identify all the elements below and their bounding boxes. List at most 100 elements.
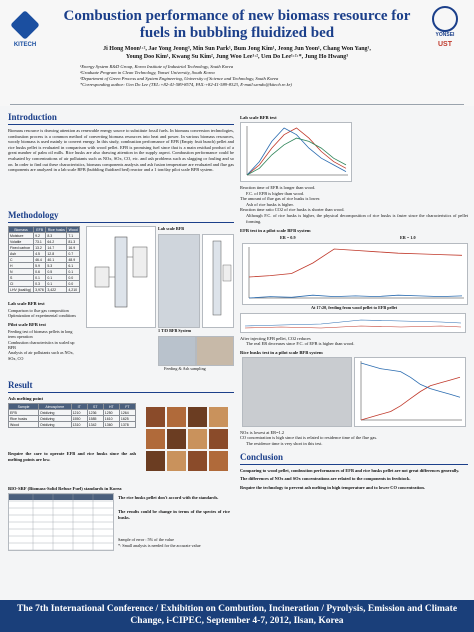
rice-photo xyxy=(242,356,352,427)
ash-photo xyxy=(146,429,165,449)
left-column: Introduction Biomass resource is drawing… xyxy=(7,112,234,553)
ash-table-cell: 1378 xyxy=(118,421,137,428)
ash-table-cell: Wood xyxy=(8,421,39,428)
ash-heading: Ash melting point xyxy=(8,396,43,401)
conclusion-bullet-0: Comparing to wood pellet, combustion per… xyxy=(240,467,460,473)
er-label-1: ER = 0.9 xyxy=(280,235,296,241)
lab-bullet-4: Reaction time ratio CO2 of rice husks is… xyxy=(240,207,345,213)
lab-bullet-0: Reaction time of EFB is longer than wood… xyxy=(240,185,316,190)
efb-caption: At 17:20, feeding from wood pellet to EF… xyxy=(310,305,398,311)
series-line-1 xyxy=(360,362,461,398)
er-label-2: ER = 1.0 xyxy=(400,235,416,241)
bio-srf-table xyxy=(8,493,114,551)
footer-line-1: The 7th International Conference / Exhib… xyxy=(16,604,458,614)
conclusion-heading: Conclusion xyxy=(240,451,284,462)
rice-bullet-2: The residence time is very short in this… xyxy=(246,440,323,446)
series-line-0 xyxy=(360,376,461,421)
rice-bullets: NOx is lowest at ER=1.2 CO concentration… xyxy=(240,430,468,447)
ash-photo xyxy=(209,429,228,449)
lab-scale-schematic-drawing xyxy=(94,236,148,308)
method-note-3: Pilot scale BFB test xyxy=(8,321,46,327)
bio-srf-table-grid xyxy=(9,493,113,551)
method-note-1: Comparison to flue gas composition xyxy=(8,308,69,313)
bio-srf-footnote-2: *: Small analysis is needed for the accu… xyxy=(118,543,201,548)
fuel-analysis-table: Biomass EFB Rice husks Wood Moisture 9.2 8.3 7… xyxy=(7,226,80,293)
affiliations: ¹Energy System R&D Group, Korea Institut… xyxy=(80,64,400,88)
pilot-photo-2 xyxy=(196,336,234,366)
bio-srf-note-2: The results could be change in terms of … xyxy=(118,509,230,520)
pilot-schematic xyxy=(202,234,234,328)
efb-chart xyxy=(242,243,468,306)
ash-photo xyxy=(188,407,207,427)
ash-photo-grid xyxy=(142,403,232,475)
yonsei-label: YONSEI xyxy=(435,32,455,38)
header: KITECH Combustion performance of new bio… xyxy=(0,0,474,106)
intro-text: Biomass resource is drawing attention as… xyxy=(8,128,234,173)
fuel-table-cell: 4,210 xyxy=(66,286,80,293)
method-notes: Lab scale BFB test Comparison to flue ga… xyxy=(8,298,80,361)
ash-photo-grid-svg xyxy=(146,407,228,471)
footer-line-2: Change, i-CIPEC, September 4-7, 2012, Il… xyxy=(130,616,344,626)
series-line-0 xyxy=(248,248,463,278)
ash-note: Require the care to operate EFB and rice… xyxy=(8,451,136,462)
ash-table-cell: 1310 xyxy=(70,421,88,428)
rice-bullet-0: NOx is lowest at ER=1.2 xyxy=(240,429,285,435)
series-line-0 xyxy=(246,127,347,176)
lab-bullet-2: The amount of flue gas of rice husks is … xyxy=(240,196,321,202)
ash-photo xyxy=(167,429,186,449)
pilot-label: 1 T/D BFB System xyxy=(158,328,192,333)
rice-charts xyxy=(240,356,468,427)
series-line-2 xyxy=(246,137,347,176)
authors-line-2: Young Doo Kim¹, Kwang Su Kim², Jung Woo … xyxy=(125,54,349,60)
method-heading: Methodology xyxy=(8,210,59,220)
ash-table-cell: 1360 xyxy=(102,421,120,428)
ash-table-cell: 1342 xyxy=(86,421,104,428)
kitech-logo: KITECH xyxy=(6,10,44,54)
bio-srf-footnote-1: Sample of error : 5% of the value xyxy=(118,537,174,542)
feeding-label: Feeding & Ash sampling xyxy=(164,366,206,371)
corresponding-author: *Corresponding author: Uen Do Lee (TEL:+… xyxy=(80,82,292,87)
method-block: Biomass EFB Rice husks Wood Moisture 9.2 8.3 7… xyxy=(7,226,234,376)
bio-srf-note-1: The rice husks pellet don't accord with … xyxy=(118,495,219,500)
lab-bullet-5: Although F.C. of rice husks is higher, t… xyxy=(246,212,468,224)
table-row: Fixed carbon 13.2 14.7 16.9 xyxy=(7,244,80,251)
fuel-table-cell: 3,976 xyxy=(33,286,47,293)
fuel-table-cell: LHV (kcal/kg) xyxy=(7,286,35,293)
fuel-table-cell: 3,422 xyxy=(45,286,68,293)
efb-bullets: After injecting EFB pellet, CO2 reduces … xyxy=(240,336,468,347)
method-note-0: Lab scale BFB test xyxy=(8,301,45,306)
rice-bullet-1: CO concentration is high since that is r… xyxy=(240,435,378,441)
bio-srf-block: The rice husks pellet don't accord with … xyxy=(8,493,234,553)
series-line-1 xyxy=(246,127,347,176)
lab-bullet-3: Ash of rice husks is higher. xyxy=(246,201,294,207)
series-line-1 xyxy=(248,294,463,299)
lab-bullet-1: F.C. of EFB is higher than wood. xyxy=(246,190,305,196)
table-row: Wood Oxidizing 1310 1342 1360 1378 xyxy=(8,421,137,428)
method-note-5: Combustion characteristics in scaled up … xyxy=(8,339,75,351)
method-divider xyxy=(8,222,234,223)
efb-bullet-0: After injecting EFB pellet, CO2 reduces xyxy=(240,335,311,341)
title-line-2: fuels in bubbling fluidized bed xyxy=(139,25,335,41)
conclusion-bullets: Comparing to wood pellet, combustion per… xyxy=(240,468,468,491)
rice-chart-svg xyxy=(360,360,462,421)
table-row: H 5.9 5.3 6.1 xyxy=(7,262,80,269)
conference-footer: The 7th International Conference / Exhib… xyxy=(0,600,474,632)
bio-srf-heading: BIO-SRF (Biomass-Solid Refuse Fuel) stan… xyxy=(8,486,122,491)
conclusion-divider xyxy=(240,463,468,465)
affiliation-1: ¹Energy System R&D Group, Korea Institut… xyxy=(80,64,234,69)
ash-block: Sample Atmosphere IT ST HT FT EFB Oxidizing 121… xyxy=(8,403,234,483)
ust-logo: UST xyxy=(438,41,452,48)
rice-chart xyxy=(354,356,466,427)
method-note-2: Optimization of experimental conditions xyxy=(8,313,77,319)
yonsei-seal-icon xyxy=(432,6,458,32)
poster-title: Combustion performance of new biomass re… xyxy=(50,8,424,42)
kitech-logo-text: KITECH xyxy=(13,42,37,48)
authors-line-1: Ji Hong Moon¹·², Jae Yong Jeong³, Min Su… xyxy=(103,46,371,52)
pilot-schematic-drawing xyxy=(212,240,232,316)
ash-photo xyxy=(146,407,165,427)
ash-photo xyxy=(188,429,207,449)
efb-heading: EFB test in a pilot scale BFB system xyxy=(240,228,311,234)
conclusion-bullet-2: Require the technology to prevent ash me… xyxy=(240,484,425,490)
efb-charts: ER = 0.9 ER = 1.0 xyxy=(240,235,468,306)
affiliation-2: ²Graduate Program in Clean Technology, Y… xyxy=(80,70,215,75)
